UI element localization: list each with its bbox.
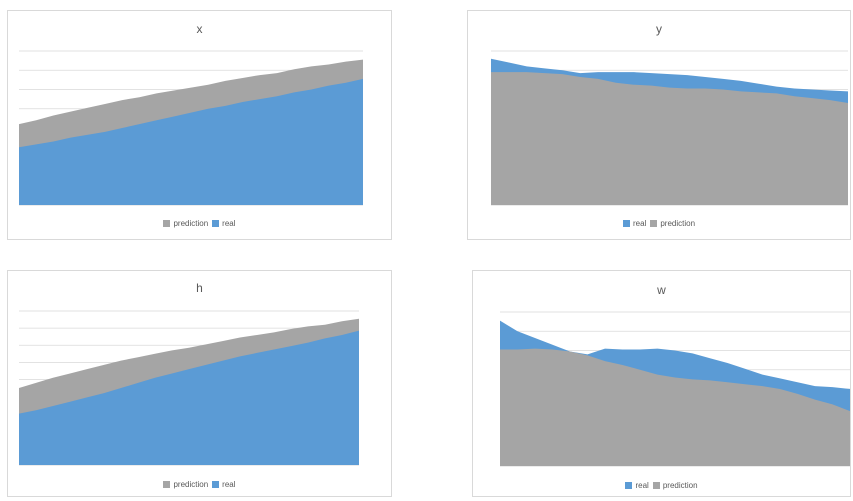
legend-label: prediction: [173, 219, 209, 228]
chart-x: x prediction real: [7, 10, 392, 240]
legend-swatch: [625, 482, 633, 489]
area-prediction: [491, 72, 848, 205]
legend-swatch: [622, 220, 630, 227]
legend-swatch: [212, 481, 220, 488]
legend-item-prediction: prediction: [650, 219, 695, 228]
legend-swatch: [652, 482, 660, 489]
area-prediction: [500, 348, 850, 466]
legend: prediction real: [8, 219, 391, 228]
area-real: [19, 330, 359, 465]
legend: real prediction: [473, 481, 850, 490]
chart-w: w real prediction: [472, 270, 851, 497]
legend-item-real: real: [622, 219, 647, 228]
chart-plot: [491, 50, 848, 206]
chart-title: w: [657, 283, 666, 297]
chart-title: y: [656, 22, 662, 36]
chart-plot: [19, 310, 359, 466]
legend-label: real: [632, 219, 647, 228]
chart-plot: [19, 50, 363, 206]
legend: real prediction: [468, 219, 850, 228]
legend-label: prediction: [660, 219, 696, 228]
chart-h: h prediction real: [7, 270, 392, 497]
legend-item-prediction: prediction: [163, 219, 208, 228]
area-real: [19, 78, 363, 205]
chart-title: h: [196, 281, 203, 295]
legend-label: prediction: [173, 480, 209, 489]
legend-item-real: real: [212, 219, 236, 228]
chart-plot: [500, 311, 850, 467]
legend-label: prediction: [662, 481, 698, 490]
legend-swatch: [212, 220, 220, 227]
legend: prediction real: [8, 480, 391, 489]
legend-label: real: [222, 480, 236, 489]
legend-swatch: [650, 220, 658, 227]
legend-label: real: [635, 481, 649, 490]
legend-item-prediction: prediction: [163, 480, 208, 489]
legend-swatch: [163, 220, 171, 227]
legend-item-prediction: prediction: [652, 481, 698, 490]
legend-label: real: [222, 219, 236, 228]
legend-swatch: [163, 481, 171, 488]
chart-title: x: [196, 22, 203, 36]
legend-item-real: real: [212, 480, 236, 489]
chart-y: y real prediction: [467, 10, 851, 240]
legend-item-real: real: [625, 481, 649, 490]
